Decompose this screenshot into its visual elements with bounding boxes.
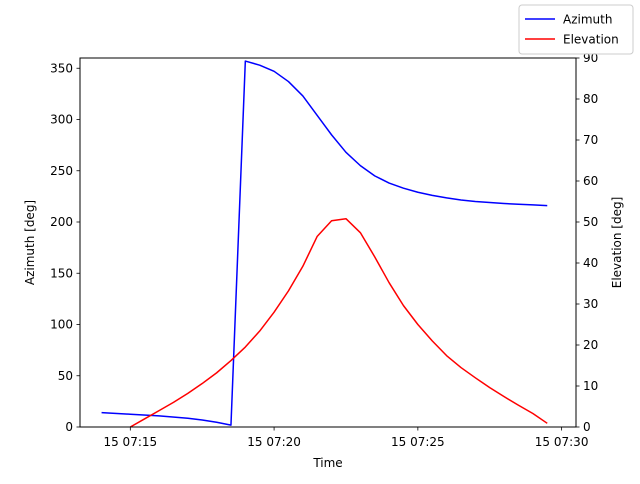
series-layer — [101, 60, 548, 428]
left-tick-label: 150 — [50, 266, 73, 280]
series-line-azimuth — [101, 60, 548, 426]
x-tick-label: 15 07:25 — [391, 435, 445, 449]
left-tick-label: 200 — [50, 215, 73, 229]
x-tick-label: 15 07:30 — [535, 435, 589, 449]
left-tick-label: 350 — [50, 61, 73, 75]
x-axis: 15 07:15 15 07:20 15 07:25 15 07:30 — [103, 427, 588, 449]
left-tick-label: 0 — [65, 420, 73, 434]
right-tick-label: 70 — [583, 133, 598, 147]
left-axis: 0 50 100 150 200 250 300 350 — [50, 61, 80, 434]
right-tick-label: 80 — [583, 92, 598, 106]
right-tick-label: 60 — [583, 174, 598, 188]
legend-label-azimuth: Azimuth — [563, 13, 612, 27]
plot-frame — [79, 57, 577, 428]
x-axis-label: Time — [312, 456, 342, 470]
series-line-elevation — [129, 217, 548, 428]
legend: Azimuth Elevation — [518, 4, 634, 55]
legend-box — [518, 4, 634, 55]
right-tick-label: 50 — [583, 215, 598, 229]
left-tick-label: 250 — [50, 164, 73, 178]
right-axis-label: Elevation [deg] — [610, 197, 624, 289]
right-tick-label: 40 — [583, 256, 598, 270]
legend-label-elevation: Elevation — [563, 33, 619, 47]
left-tick-label: 300 — [50, 113, 73, 127]
x-tick-label: 15 07:15 — [103, 435, 157, 449]
x-tick-label: 15 07:20 — [247, 435, 301, 449]
right-tick-label: 30 — [583, 297, 598, 311]
right-tick-label: 0 — [583, 420, 591, 434]
right-tick-label: 10 — [583, 379, 598, 393]
left-tick-label: 50 — [58, 369, 73, 383]
left-tick-label: 100 — [50, 318, 73, 332]
left-axis-label: Azimuth [deg] — [23, 200, 37, 285]
right-tick-label: 20 — [583, 338, 598, 352]
